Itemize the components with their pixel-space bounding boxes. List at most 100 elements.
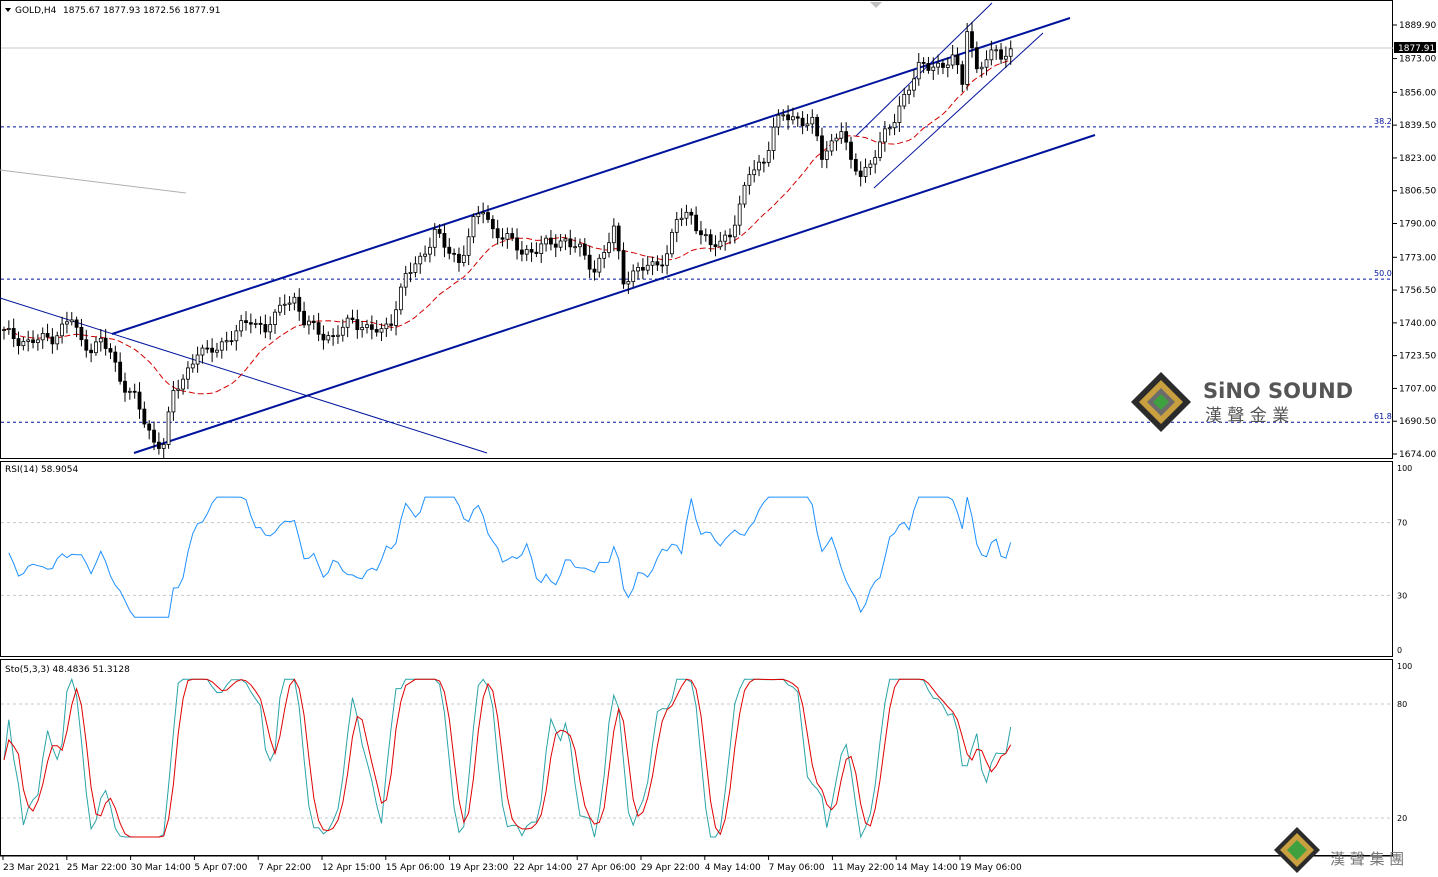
candle-body — [529, 249, 534, 253]
candle-body — [94, 341, 98, 354]
candle-body — [791, 116, 795, 121]
candle-body — [524, 249, 529, 255]
time-tick-label: 14 May 14:00 — [896, 863, 958, 873]
channel-lower-line[interactable] — [133, 134, 1096, 454]
candle-body — [578, 243, 582, 248]
candle-body — [999, 49, 1003, 60]
candle-body — [190, 363, 195, 369]
candle-body — [423, 253, 427, 257]
gray-trendline[interactable] — [0, 169, 187, 194]
candle-body — [1003, 55, 1008, 60]
trendlines[interactable] — [0, 2, 1096, 454]
candle-body — [771, 126, 776, 151]
candle-body — [645, 264, 650, 271]
candle-body — [873, 157, 878, 165]
candle-body — [912, 78, 916, 91]
candle-body — [413, 263, 418, 273]
candle-body — [89, 349, 94, 354]
logo-chinese-text: 漢 聲 金 業 — [1205, 406, 1289, 426]
candle-body — [718, 240, 723, 248]
candle-body — [965, 31, 970, 85]
candle-body — [195, 354, 200, 365]
candle-body — [384, 323, 389, 330]
time-tick-label: 27 Apr 06:00 — [577, 863, 636, 873]
candle-body — [655, 261, 660, 266]
candle-body — [69, 319, 74, 323]
shift-marker-icon[interactable] — [870, 2, 882, 8]
candle-body — [84, 339, 89, 351]
fibonacci-levels[interactable]: 38.2 50.0 61.8 — [1, 117, 1393, 423]
candle-body — [723, 234, 728, 242]
current-price-box — [1394, 42, 1436, 53]
candle-body — [931, 66, 936, 71]
candle-body — [994, 49, 999, 52]
time-tick-label: 30 Mar 14:00 — [131, 863, 191, 873]
current-price-label: 1877.91 — [1398, 44, 1435, 54]
stoch-level-label: 80 — [1397, 700, 1407, 709]
candle-body — [45, 333, 50, 338]
candle-body — [156, 441, 161, 449]
candle-body — [699, 230, 703, 236]
small-channel-lower[interactable] — [873, 32, 1044, 189]
candle-body — [810, 116, 815, 125]
candle-body — [186, 367, 190, 380]
candle-body — [829, 140, 834, 152]
candle-body — [2, 329, 6, 332]
candle-body — [234, 330, 239, 342]
candle-body — [147, 423, 152, 431]
rsi-level-label: 30 — [1397, 591, 1407, 600]
candle-body — [311, 320, 316, 323]
candle-body — [732, 224, 737, 238]
price-tick-label: 1856.00 — [1399, 88, 1436, 98]
candle-body — [500, 237, 505, 240]
candle-body — [287, 302, 292, 305]
rsi-line — [8, 496, 1012, 618]
candle-body — [636, 267, 640, 272]
moving-average-line — [3, 59, 1011, 395]
candle-body — [65, 321, 69, 325]
candle-body — [447, 246, 452, 254]
candle-body — [461, 254, 466, 263]
candle-body — [670, 231, 674, 255]
candle-body — [945, 64, 950, 68]
candle-body — [166, 411, 171, 445]
price-tick-label: 1839.50 — [1399, 121, 1436, 131]
channel-upper-line[interactable] — [111, 17, 1071, 335]
candle-body — [379, 328, 384, 333]
candle-body — [432, 228, 437, 248]
dropdown-triangle-icon[interactable] — [5, 8, 11, 12]
candle-body — [708, 234, 713, 246]
time-tick-label: 22 Apr 14:00 — [513, 863, 572, 873]
candle-body — [592, 268, 597, 273]
candle-body — [515, 237, 519, 251]
candle-body — [137, 391, 142, 410]
candle-body — [16, 338, 21, 347]
candle-body — [244, 320, 248, 324]
candle-body — [563, 238, 568, 242]
stoch-main-line — [3, 677, 1012, 839]
logo-diamond-icon — [1131, 372, 1191, 432]
candle-body — [476, 213, 481, 218]
candle-body — [152, 429, 156, 443]
candle-body — [776, 114, 781, 128]
candle-body — [602, 252, 607, 259]
rsi-level-label: 70 — [1397, 519, 1407, 528]
candle-body — [742, 184, 747, 205]
time-tick-label: 15 Apr 06:00 — [386, 863, 445, 873]
candle-body — [694, 214, 699, 232]
candle-body — [926, 63, 931, 71]
candle-body — [553, 243, 558, 248]
candle-body — [950, 54, 955, 66]
candle-body — [113, 351, 118, 363]
candle-body — [510, 233, 515, 239]
candle-body — [970, 31, 974, 49]
time-tick-label: 19 Apr 23:00 — [450, 863, 509, 873]
candle-body — [611, 225, 616, 244]
candle-body — [331, 335, 336, 337]
candle-body — [795, 116, 800, 119]
candle-body — [786, 114, 790, 121]
stoch-axis: 100 80 20 — [1, 662, 1412, 823]
price-tick-label: 1723.50 — [1399, 352, 1436, 362]
candle-body — [360, 327, 365, 331]
